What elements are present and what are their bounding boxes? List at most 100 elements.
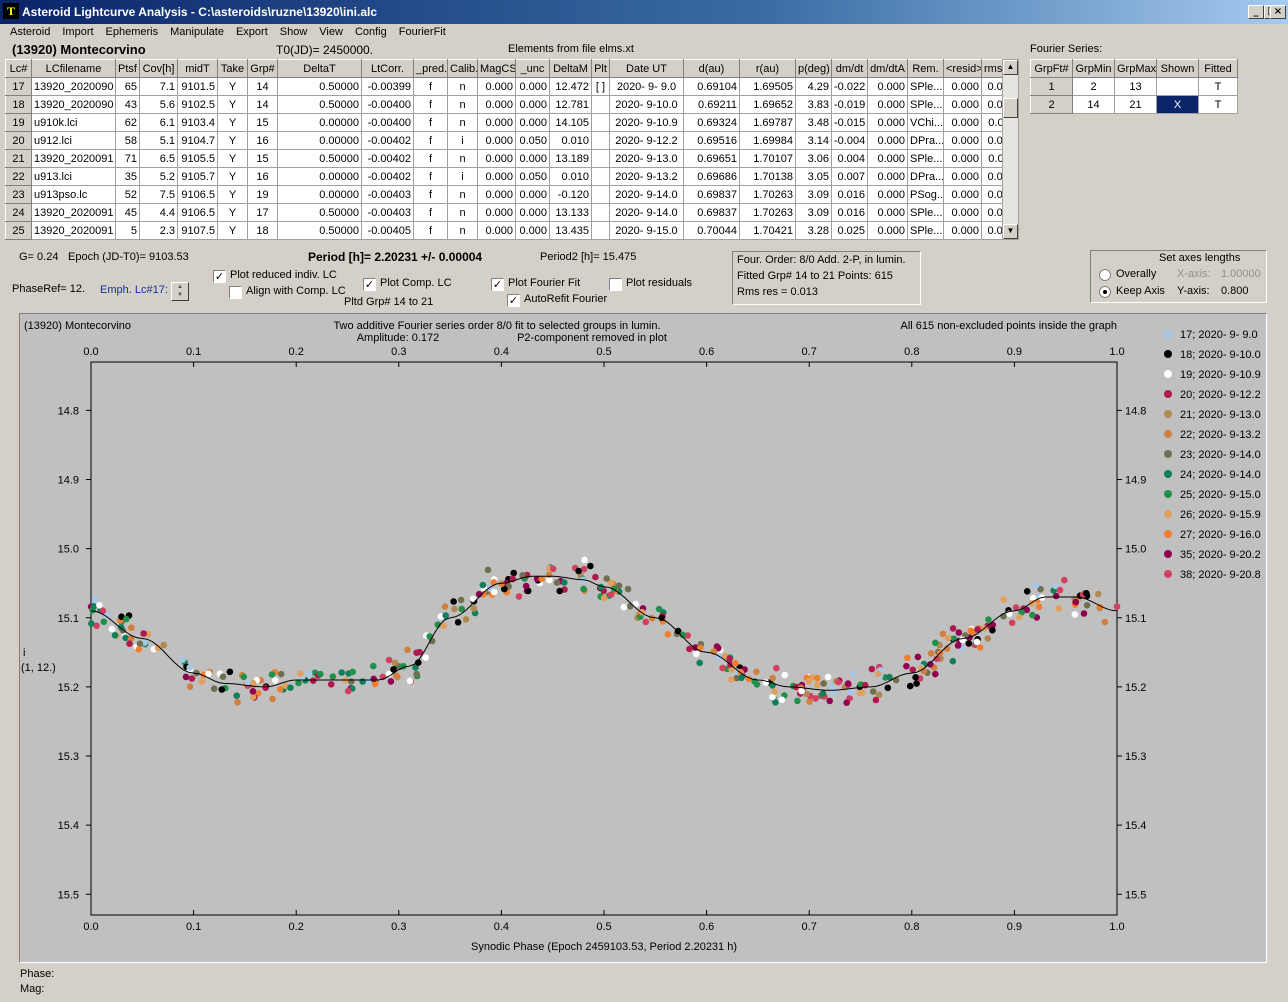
table-cell[interactable]: 1.70138 bbox=[739, 167, 796, 186]
row-header[interactable]: 18 bbox=[5, 95, 32, 114]
table-cell[interactable]: 43 bbox=[115, 95, 140, 114]
table-cell[interactable]: PSog... bbox=[907, 185, 944, 204]
table-cell[interactable]: 2020- 9-10.0 bbox=[609, 95, 684, 114]
table-cell[interactable]: -0.00399 bbox=[361, 77, 414, 96]
table-cell[interactable]: 0.000 bbox=[477, 167, 516, 186]
table-cell[interactable]: Y bbox=[217, 203, 248, 222]
table-row[interactable]: 21 13920_2020091 71 6.5 9105.5 Y 15 0.50000 -0.0… bbox=[5, 149, 1018, 168]
table-cell[interactable]: -0.022 bbox=[831, 77, 868, 96]
table-cell[interactable]: 2020- 9-15.0 bbox=[609, 221, 684, 240]
table-cell[interactable] bbox=[591, 185, 610, 204]
table-cell[interactable]: 0.000 bbox=[515, 95, 550, 114]
table-cell[interactable]: n bbox=[447, 203, 478, 222]
table-cell[interactable]: 3.28 bbox=[795, 221, 832, 240]
row-header[interactable]: 24 bbox=[5, 203, 32, 222]
table-cell[interactable]: Y bbox=[217, 131, 248, 150]
column-header[interactable]: DeltaM bbox=[549, 59, 592, 78]
table-cell[interactable]: 0.010 bbox=[549, 167, 592, 186]
table-cell[interactable]: 2020- 9-14.0 bbox=[609, 203, 684, 222]
fourier-cell[interactable] bbox=[1156, 77, 1199, 96]
fourier-row[interactable]: 2 14 21 X T bbox=[1030, 95, 1238, 114]
table-cell[interactable]: 4.4 bbox=[139, 203, 178, 222]
column-header[interactable]: _pred. bbox=[413, 59, 448, 78]
table-cell[interactable]: u913pso.lc bbox=[31, 185, 116, 204]
table-cell[interactable]: 58 bbox=[115, 131, 140, 150]
table-cell[interactable]: n bbox=[447, 221, 478, 240]
table-cell[interactable]: 0.00000 bbox=[277, 185, 362, 204]
table-cell[interactable]: 2.3 bbox=[139, 221, 178, 240]
table-row[interactable]: 25 13920_2020091 5 2.3 9107.5 Y 18 0.50000 -0.00… bbox=[5, 221, 1018, 240]
table-cell[interactable]: -0.019 bbox=[831, 95, 868, 114]
menu-show[interactable]: Show bbox=[279, 26, 308, 38]
plot-comp-checkbox[interactable]: ✓ bbox=[363, 278, 376, 291]
table-cell[interactable]: 2020- 9-13.0 bbox=[609, 149, 684, 168]
table-cell[interactable]: -0.00402 bbox=[361, 167, 414, 186]
table-cell[interactable]: 17 bbox=[247, 203, 278, 222]
overally-radio[interactable] bbox=[1099, 269, 1111, 281]
table-cell[interactable]: 0.00000 bbox=[277, 131, 362, 150]
table-cell[interactable]: 0.000 bbox=[943, 131, 982, 150]
menu-import[interactable]: Import bbox=[62, 26, 94, 38]
align-checkbox[interactable] bbox=[229, 286, 242, 299]
table-cell[interactable]: Y bbox=[217, 185, 248, 204]
table-cell[interactable]: 45 bbox=[115, 203, 140, 222]
column-header[interactable]: _unc bbox=[515, 59, 550, 78]
menu-export[interactable]: Export bbox=[235, 26, 268, 38]
table-cell[interactable]: 0.000 bbox=[477, 131, 516, 150]
table-cell[interactable]: -0.00402 bbox=[361, 131, 414, 150]
table-cell[interactable]: 0.69104 bbox=[683, 77, 740, 96]
table-cell[interactable]: 0.000 bbox=[943, 77, 982, 96]
fourier-cell[interactable]: 14 bbox=[1072, 95, 1115, 114]
table-cell[interactable]: VChi... bbox=[907, 113, 944, 132]
table-cell[interactable]: 9104.7 bbox=[177, 131, 218, 150]
table-cell[interactable]: 0.70044 bbox=[683, 221, 740, 240]
table-cell[interactable]: 0.000 bbox=[867, 77, 908, 96]
table-cell[interactable]: 0.69686 bbox=[683, 167, 740, 186]
table-row[interactable]: 24 13920_2020091 45 4.4 9106.5 Y 17 0.50000 -0.0… bbox=[5, 203, 1018, 222]
row-header[interactable]: 25 bbox=[5, 221, 32, 240]
row-header[interactable]: 17 bbox=[5, 77, 32, 96]
keep-axis-radio[interactable] bbox=[1099, 286, 1111, 298]
table-cell[interactable]: 16 bbox=[247, 131, 278, 150]
lightcurve-plot-panel[interactable]: (13920) Montecorvino Two additive Fourier… bbox=[19, 313, 1267, 963]
table-cell[interactable]: 0.000 bbox=[477, 185, 516, 204]
table-cell[interactable]: 0.000 bbox=[515, 185, 550, 204]
column-header[interactable]: dm/dt bbox=[831, 59, 868, 78]
table-cell[interactable]: 9105.7 bbox=[177, 167, 218, 186]
table-cell[interactable]: 0.69837 bbox=[683, 185, 740, 204]
table-cell[interactable]: 13920_2020090 bbox=[31, 77, 116, 96]
table-cell[interactable]: Y bbox=[217, 113, 248, 132]
table-cell[interactable] bbox=[591, 95, 610, 114]
fourier-cell[interactable]: T bbox=[1198, 95, 1238, 114]
table-cell[interactable]: 0.016 bbox=[831, 185, 868, 204]
table-cell[interactable]: 3.14 bbox=[795, 131, 832, 150]
table-cell[interactable]: 18 bbox=[247, 221, 278, 240]
table-cell[interactable]: n bbox=[447, 149, 478, 168]
table-cell[interactable]: 14 bbox=[247, 77, 278, 96]
table-cell[interactable]: 0.000 bbox=[515, 113, 550, 132]
table-scrollbar[interactable]: ▲ ▼ bbox=[1002, 59, 1019, 240]
table-cell[interactable]: 3.09 bbox=[795, 185, 832, 204]
lightcurve-chart[interactable]: (13920) Montecorvino Two additive Fourier… bbox=[20, 314, 1266, 962]
table-cell[interactable]: 65 bbox=[115, 77, 140, 96]
table-cell[interactable]: 2020- 9- 9.0 bbox=[609, 77, 684, 96]
table-cell[interactable]: 16 bbox=[247, 167, 278, 186]
table-cell[interactable]: f bbox=[413, 113, 448, 132]
table-cell[interactable]: 0.000 bbox=[867, 203, 908, 222]
column-header[interactable]: r(au) bbox=[739, 59, 796, 78]
table-cell[interactable]: 0.69837 bbox=[683, 203, 740, 222]
table-cell[interactable]: 0.000 bbox=[943, 185, 982, 204]
table-cell[interactable]: 3.83 bbox=[795, 95, 832, 114]
menu-manipulate[interactable]: Manipulate bbox=[170, 26, 224, 38]
column-header[interactable]: Ptsf bbox=[115, 59, 140, 78]
table-cell[interactable]: n bbox=[447, 113, 478, 132]
table-cell[interactable]: 0.025 bbox=[831, 221, 868, 240]
table-row[interactable]: 19 u910k.lci 62 6.1 9103.4 Y 15 0.00000 -0.00400… bbox=[5, 113, 1018, 132]
row-header[interactable]: 19 bbox=[5, 113, 32, 132]
table-cell[interactable]: 0.50000 bbox=[277, 77, 362, 96]
table-cell[interactable]: 7.1 bbox=[139, 77, 178, 96]
table-cell[interactable]: u912.lci bbox=[31, 131, 116, 150]
table-cell[interactable]: 0.000 bbox=[515, 149, 550, 168]
table-cell[interactable]: Y bbox=[217, 221, 248, 240]
table-cell[interactable]: 0.050 bbox=[515, 167, 550, 186]
